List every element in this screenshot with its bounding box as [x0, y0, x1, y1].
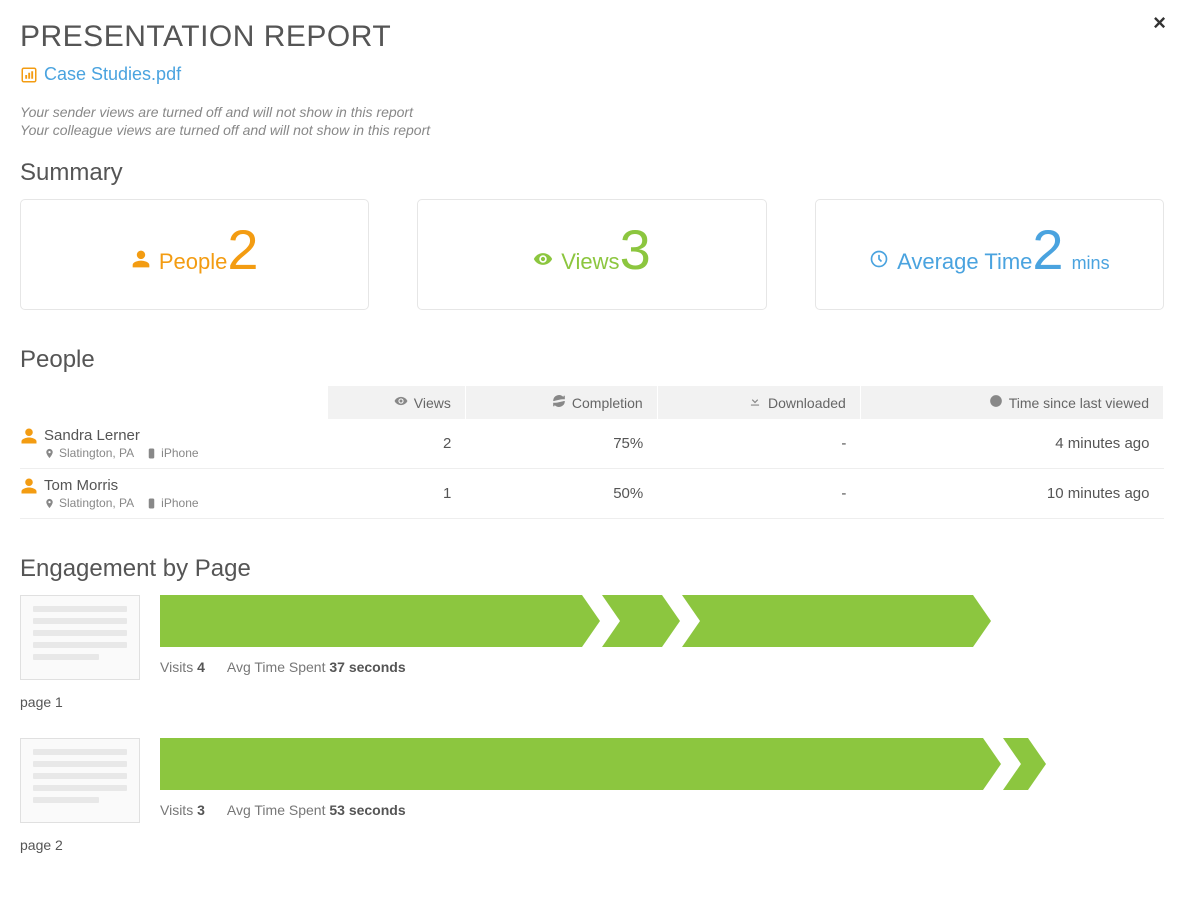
people-table: Views Completion Downloaded Time since last…	[20, 386, 1164, 519]
notices: Your sender views are turned off and wil…	[20, 103, 1164, 139]
person-icon	[20, 477, 38, 499]
cell-completion: 50%	[465, 469, 657, 519]
cell-time-since: 4 minutes ago	[860, 419, 1163, 469]
cell-downloaded: -	[657, 469, 860, 519]
summary-card: People2	[20, 199, 369, 310]
summary-cards: People2Views3Average Time2mins	[20, 199, 1164, 310]
avg-time-stat: Avg Time Spent 53 seconds	[227, 802, 406, 818]
card-label: People	[159, 249, 228, 275]
person-icon	[131, 249, 151, 275]
cell-time-since: 10 minutes ago	[860, 469, 1163, 519]
person-device: iPhone	[146, 446, 198, 460]
person-name: Tom Morris	[44, 477, 199, 494]
card-value: 2	[1032, 222, 1063, 278]
card-label: Average Time	[897, 249, 1032, 275]
chart-file-icon	[20, 66, 38, 84]
card-header: People	[131, 249, 228, 275]
page-label: page 1	[20, 694, 142, 710]
engagement-row: page 2 Visits 3 Avg Time Spent 53 seconds	[20, 738, 1164, 853]
column-label: Downloaded	[768, 395, 846, 411]
engagement-bar-segment	[602, 595, 662, 647]
card-label: Views	[561, 249, 619, 275]
cell-views: 2	[328, 419, 465, 469]
table-row[interactable]: Sandra Lerner Slatington, PA iPhone 275%-4 …	[20, 419, 1164, 469]
engagement-bar-segment	[160, 738, 983, 790]
column-label: Completion	[572, 395, 643, 411]
person-location: Slatington, PA	[44, 446, 134, 460]
page-thumbnail[interactable]	[20, 595, 140, 680]
download-icon	[748, 394, 762, 411]
column-header: Time since last viewed	[860, 386, 1163, 419]
card-value: 3	[620, 222, 651, 278]
page-thumbnail[interactable]	[20, 738, 140, 823]
column-header: Views	[328, 386, 465, 419]
engagement-bar-segment	[682, 595, 973, 647]
person-location: Slatington, PA	[44, 496, 134, 510]
engagement-row: page 1 Visits 4 Avg Time Spent 37 seconds	[20, 595, 1164, 710]
avg-time-stat: Avg Time Spent 37 seconds	[227, 659, 406, 675]
people-heading: People	[20, 346, 1164, 374]
clock-icon	[869, 249, 889, 275]
card-header: Views	[533, 249, 619, 275]
engagement-heading: Engagement by Page	[20, 555, 1164, 583]
summary-card: Views3	[417, 199, 766, 310]
person-device: iPhone	[146, 496, 198, 510]
column-header: Downloaded	[657, 386, 860, 419]
card-value: 2	[227, 222, 258, 278]
engagement-bar	[160, 595, 1164, 647]
file-name: Case Studies.pdf	[44, 64, 181, 85]
engagement-bar	[160, 738, 1164, 790]
person-icon	[20, 427, 38, 449]
summary-card: Average Time2 mins	[815, 199, 1164, 310]
eye-icon	[533, 249, 553, 275]
summary-heading: Summary	[20, 159, 1164, 187]
eye-icon	[394, 394, 408, 411]
refresh-icon	[552, 394, 566, 411]
close-icon[interactable]: ×	[1153, 12, 1166, 34]
column-header: Completion	[465, 386, 657, 419]
cell-views: 1	[328, 469, 465, 519]
column-header-blank	[20, 386, 328, 419]
card-header: Average Time	[869, 249, 1032, 275]
engagement-bar-segment	[1003, 738, 1028, 790]
notice-text: Your sender views are turned off and wil…	[20, 103, 1164, 121]
clock-icon	[989, 394, 1003, 411]
column-label: Views	[414, 395, 451, 411]
visits-stat: Visits 4	[160, 659, 205, 675]
cell-completion: 75%	[465, 419, 657, 469]
card-unit: mins	[1072, 253, 1110, 274]
cell-downloaded: -	[657, 419, 860, 469]
page-title: PRESENTATION REPORT	[20, 20, 1164, 54]
engagement-bar-segment	[160, 595, 582, 647]
person-name: Sandra Lerner	[44, 427, 199, 444]
visits-stat: Visits 3	[160, 802, 205, 818]
notice-text: Your colleague views are turned off and …	[20, 121, 1164, 139]
page-label: page 2	[20, 837, 142, 853]
column-label: Time since last viewed	[1009, 395, 1149, 411]
file-link[interactable]: Case Studies.pdf	[20, 64, 1164, 85]
table-row[interactable]: Tom Morris Slatington, PA iPhone 150%-10 mi…	[20, 469, 1164, 519]
